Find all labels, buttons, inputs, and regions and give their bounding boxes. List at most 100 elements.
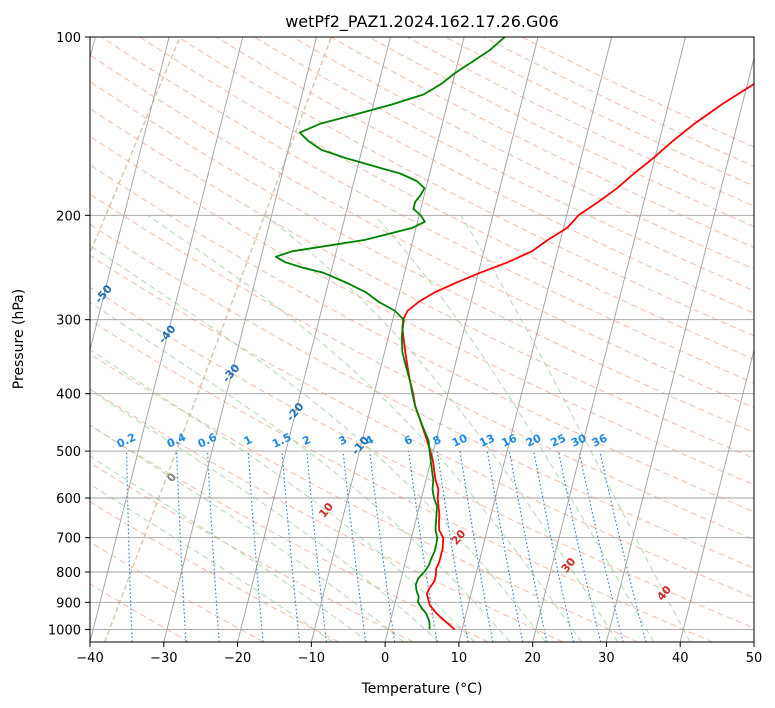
x-tick-label: −20: [224, 651, 251, 666]
y-tick-label: 500: [56, 445, 81, 460]
y-axis-title: Pressure (hPa): [11, 289, 27, 389]
mixing-ratio-line: [578, 450, 624, 642]
mixing-ratio-label: 16: [500, 431, 520, 449]
dry-adiabat-label: -30: [220, 361, 243, 385]
isotherm-line: [384, 37, 539, 642]
isotherm-line: [753, 640, 754, 642]
moist-adiabat-line: [374, 214, 655, 642]
y-tick-label: 200: [56, 209, 81, 224]
isotherm-line: [90, 37, 170, 352]
moist-adiabats: [90, 214, 691, 642]
dry-adiabat-label: -60: [30, 237, 53, 261]
dry-adiabat-label: -20: [284, 400, 307, 424]
mixing-ratio-label: 3: [337, 433, 349, 448]
mixing-ratio-line: [459, 451, 494, 642]
x-tick-label: 0: [381, 651, 389, 666]
x-tick-label: 40: [672, 651, 689, 666]
mixing-ratio-line: [533, 451, 575, 642]
isotherm-line: [532, 37, 686, 642]
isotherm-line: [605, 56, 754, 642]
mixing-ratio-line: [599, 450, 647, 642]
dry-adiabat-label: -50: [92, 282, 115, 306]
dry-adiabat-line: [90, 353, 639, 642]
y-axis: 100 200 300 400 500 600 700 800 900 1000: [48, 31, 90, 638]
isotherm-line: [458, 37, 613, 642]
x-tick-label: −40: [76, 651, 103, 666]
profiles: [274, 37, 754, 631]
dry-adiabat-line: [101, 37, 754, 384]
dry-adiabat-line: [90, 388, 564, 642]
mixing-ratio-line: [557, 450, 602, 642]
moist-adiabat-line: [90, 301, 511, 642]
mixing-ratio-label: 30: [569, 431, 589, 449]
mixing-ratio-label: 0.6: [196, 430, 219, 450]
dry-adiabat-line: [90, 193, 754, 541]
moist-adiabat-line: [460, 215, 691, 642]
dry-adiabat-line: [90, 462, 414, 642]
mixing-ratio-label: 20: [524, 431, 544, 449]
dry-adiabat-label: -40: [156, 322, 179, 346]
dewpoint-line: [274, 37, 506, 630]
y-tick-label: 400: [56, 388, 81, 403]
y-tick-label: 1000: [48, 623, 81, 638]
mixing-ratio-line: [206, 451, 220, 642]
mixing-ratio-line: [306, 451, 327, 642]
dry-adiabat-line: [90, 164, 754, 513]
mixing-ratio-line: [369, 451, 396, 642]
mixing-ratio-label: 10: [450, 431, 470, 449]
chart-title: wetPf2_PAZ1.2024.162.17.26.G06: [285, 12, 559, 32]
y-tick-label: 300: [56, 314, 81, 329]
isobars: [90, 37, 754, 630]
moist-adiabat-label: 40: [654, 583, 674, 603]
dry-adiabat-line: [406, 37, 754, 207]
y-tick-label: 700: [56, 532, 81, 547]
y-tick-label: 800: [56, 566, 81, 581]
moist-adiabat-line: [90, 483, 333, 642]
isotherm-line: [679, 348, 754, 642]
mixing-ratio-label: 2: [300, 433, 312, 448]
dry-adiabat-line: [90, 319, 713, 642]
dry-adiabat-line: [139, 37, 754, 360]
moist-adiabat-label: 10: [316, 500, 336, 520]
dry-adiabat-line: [254, 37, 754, 292]
plot-area: 0.10.20.40.611.52346810131620253036-100-…: [30, 37, 754, 642]
x-tick-label: 50: [746, 651, 763, 666]
y-tick-label: 600: [56, 492, 81, 507]
dry-adiabat-line: [90, 54, 754, 409]
tan-reference-curves: [90, 37, 333, 642]
moist-adiabat-line: [90, 455, 369, 642]
y-tick-label: 900: [56, 596, 81, 611]
mixing-ratio-line: [436, 451, 469, 642]
isotherm-line: [237, 37, 391, 642]
x-axis-title: Temperature (°C): [361, 681, 483, 697]
x-tick-label: 30: [598, 651, 615, 666]
dry-adiabat-line: [90, 583, 190, 642]
dry-adiabat-line: [90, 541, 265, 642]
dry-adiabat-line: [292, 37, 754, 270]
plot-frame: [89, 36, 755, 643]
moist-adiabat-line: [264, 214, 618, 642]
dry-adiabat-line: [90, 80, 754, 434]
moist-adiabat-label: 20: [449, 527, 469, 547]
moist-adiabat-label: 0: [164, 470, 179, 484]
mixing-ratio-label: 8: [431, 433, 443, 448]
x-axis: −40 −30 −20 −10 0 10 20 30 40 50: [76, 642, 762, 666]
isotherm-line: [310, 37, 465, 642]
mixing-ratio-label: 13: [477, 432, 496, 450]
moist-adiabat-line: [90, 389, 440, 642]
mixing-ratio-label: 25: [549, 432, 568, 450]
moist-adiabat-line: [90, 424, 404, 642]
mixing-ratio-label: 0.2: [115, 431, 138, 451]
isotherm-line: [163, 37, 318, 642]
y-tick-label: 100: [56, 31, 81, 46]
dry-adiabats: [90, 37, 754, 642]
mixing-ratio-line: [508, 451, 548, 642]
mixing-ratio-line: [486, 450, 524, 642]
x-tick-label: 10: [451, 651, 468, 666]
mixing-ratio-label: 36: [590, 431, 610, 449]
moist-adiabat-line: [90, 244, 547, 642]
x-tick-label: 20: [524, 651, 541, 666]
x-tick-label: −30: [150, 651, 177, 666]
mixing-ratio-label: 0.4: [165, 430, 188, 450]
